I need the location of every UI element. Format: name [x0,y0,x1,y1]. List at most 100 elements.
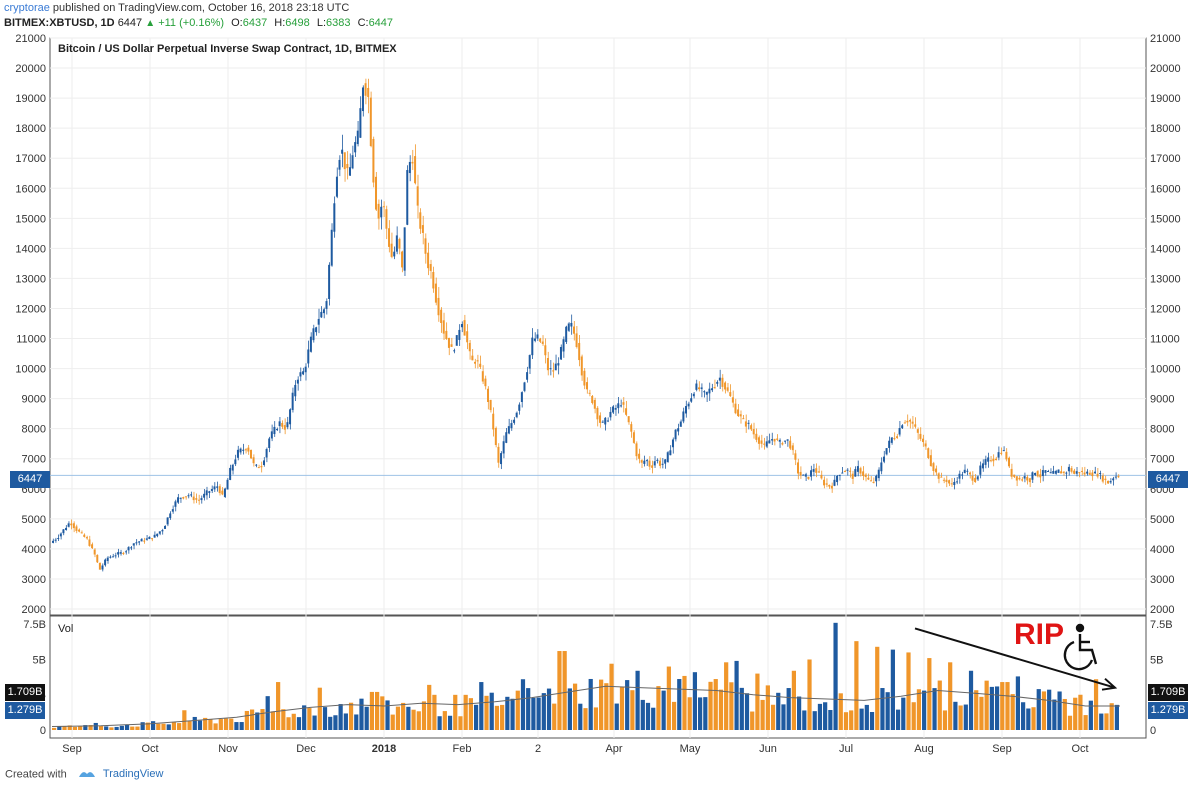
volume-bar [729,682,734,730]
price-tick-label-right: 17000 [1150,153,1181,165]
volume-bar [937,680,942,730]
candle-body [968,472,971,475]
candle-body [270,431,273,439]
price-tick-label-right: 10000 [1150,364,1181,376]
footer: Created with TradingView [5,768,163,781]
volume-bar [479,682,484,730]
candle-body [226,479,229,490]
high-label: H: [274,17,286,29]
candle-body [367,87,370,98]
volume-bar [984,680,989,730]
wheelchair-icon-part [1078,634,1098,665]
candle-body [901,425,904,429]
candle-body [424,238,427,254]
candle-body [273,426,276,435]
candle-body [622,402,625,405]
candle-body [1047,471,1050,473]
close-label: C: [357,17,369,29]
volume-bar [364,706,369,730]
candle-body [768,440,771,444]
candle-body [104,559,107,566]
candle-body [671,439,674,448]
volume-bar [531,697,536,730]
volume-bar [494,705,500,730]
candle-body [505,432,508,443]
annotation-rip: RIP [1014,618,1065,651]
x-tick-label: Feb [453,743,472,755]
candle-body [184,496,187,498]
candle-body [781,443,784,445]
candle-body [630,424,633,432]
candle-body [638,453,641,459]
candle-body [1002,450,1005,452]
volume-bar [802,710,807,730]
volume-bar [239,722,244,730]
candle-body [494,428,497,446]
candle-body [286,422,289,428]
volume-bar [890,649,895,730]
symbol-label: BITMEX:XBTUSD, 1D [4,17,115,29]
candle-body [724,382,727,390]
candle-body [677,428,680,432]
volume-bar [817,703,823,730]
candle-body [916,429,919,433]
candle-body [158,531,161,534]
candle-body [856,466,859,472]
candle-body [687,403,690,407]
candle-body [231,464,234,471]
candle-body [935,468,938,473]
candle-body [974,477,977,483]
candle-body [533,338,536,341]
candle-body [1083,472,1086,475]
wheelchair-icon-part [1075,623,1085,633]
candle-body [213,486,216,490]
volume-bar [854,641,859,730]
candle-body [713,387,716,389]
volume-bar [666,666,671,730]
candle-body [997,452,1000,458]
volume-bar [734,660,739,730]
candle-body [70,523,73,526]
price-tick-label-left: 17000 [15,153,46,165]
candle-body [869,480,872,482]
volume-bar [166,724,171,730]
volume-bar [328,716,333,730]
volume-bar [312,715,317,730]
volume-bar [682,675,687,730]
price-tick-label-right: 18000 [1150,123,1181,135]
candle-body [955,481,958,483]
candle-body [963,469,966,474]
candle-body [791,445,794,451]
author-link[interactable]: cryptorae [4,2,50,14]
volume-bar [317,687,322,730]
volume-bar [145,722,150,730]
wheelchair-icon [1063,623,1098,671]
low-value: 6383 [326,17,351,29]
candle-body [411,161,414,164]
candle-body [356,130,359,145]
volume-bar [812,711,817,730]
volume-tick-label-right: 5B [1150,654,1163,666]
volume-bar [843,712,849,730]
volume-bar [302,705,307,730]
candle-body [849,470,852,472]
volume-bar [651,707,656,730]
candle-body [987,457,990,462]
volume-bar [156,723,161,730]
candle-body [674,429,677,440]
volume-bar [546,688,552,730]
candle-body [586,382,589,390]
candle-body [502,441,505,454]
candle-body [343,152,346,170]
candle-body [927,448,930,458]
volume-bar [291,713,296,730]
volume-bar [958,705,963,730]
candle-body [375,176,378,210]
volume-tag-left-2: 1.279B [5,702,45,719]
candle-body [463,320,466,336]
candle-body [755,433,758,440]
candle-body [247,447,250,452]
volume-bar [442,711,447,730]
tradingview-link[interactable]: TradingView [102,768,164,781]
